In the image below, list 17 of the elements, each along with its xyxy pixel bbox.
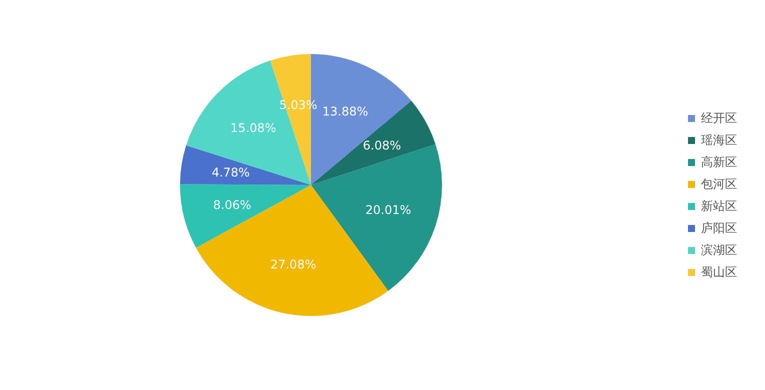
legend-label: 新站区 [701, 198, 737, 214]
pie-slice [180, 145, 311, 185]
legend-label: 滨湖区 [701, 242, 737, 258]
data-label: 6.08% [362, 138, 402, 153]
pie-slice [180, 184, 311, 248]
legend-label: 庐阳区 [701, 220, 737, 236]
data-label: 13.88% [322, 104, 368, 118]
data-label: 20.01% [365, 202, 412, 217]
data-label: 27.08% [270, 257, 316, 272]
legend-label: 高新区 [701, 154, 737, 170]
data-label: 8.06% [213, 198, 252, 212]
legend-label: 瑶海区 [701, 132, 737, 148]
legend-label: 蜀山区 [701, 264, 737, 280]
legend-label: 包河区 [701, 176, 737, 192]
legend-label: 经开区 [701, 110, 737, 126]
data-label: 4.78% [212, 165, 250, 180]
data-label: 15.08% [230, 120, 276, 135]
